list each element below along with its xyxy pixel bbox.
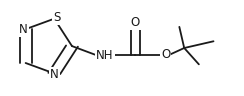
- Text: O: O: [131, 16, 140, 29]
- Text: N: N: [19, 23, 28, 36]
- Text: N: N: [50, 68, 59, 81]
- Text: NH: NH: [96, 49, 114, 62]
- Text: S: S: [53, 11, 61, 24]
- Text: O: O: [161, 48, 171, 61]
